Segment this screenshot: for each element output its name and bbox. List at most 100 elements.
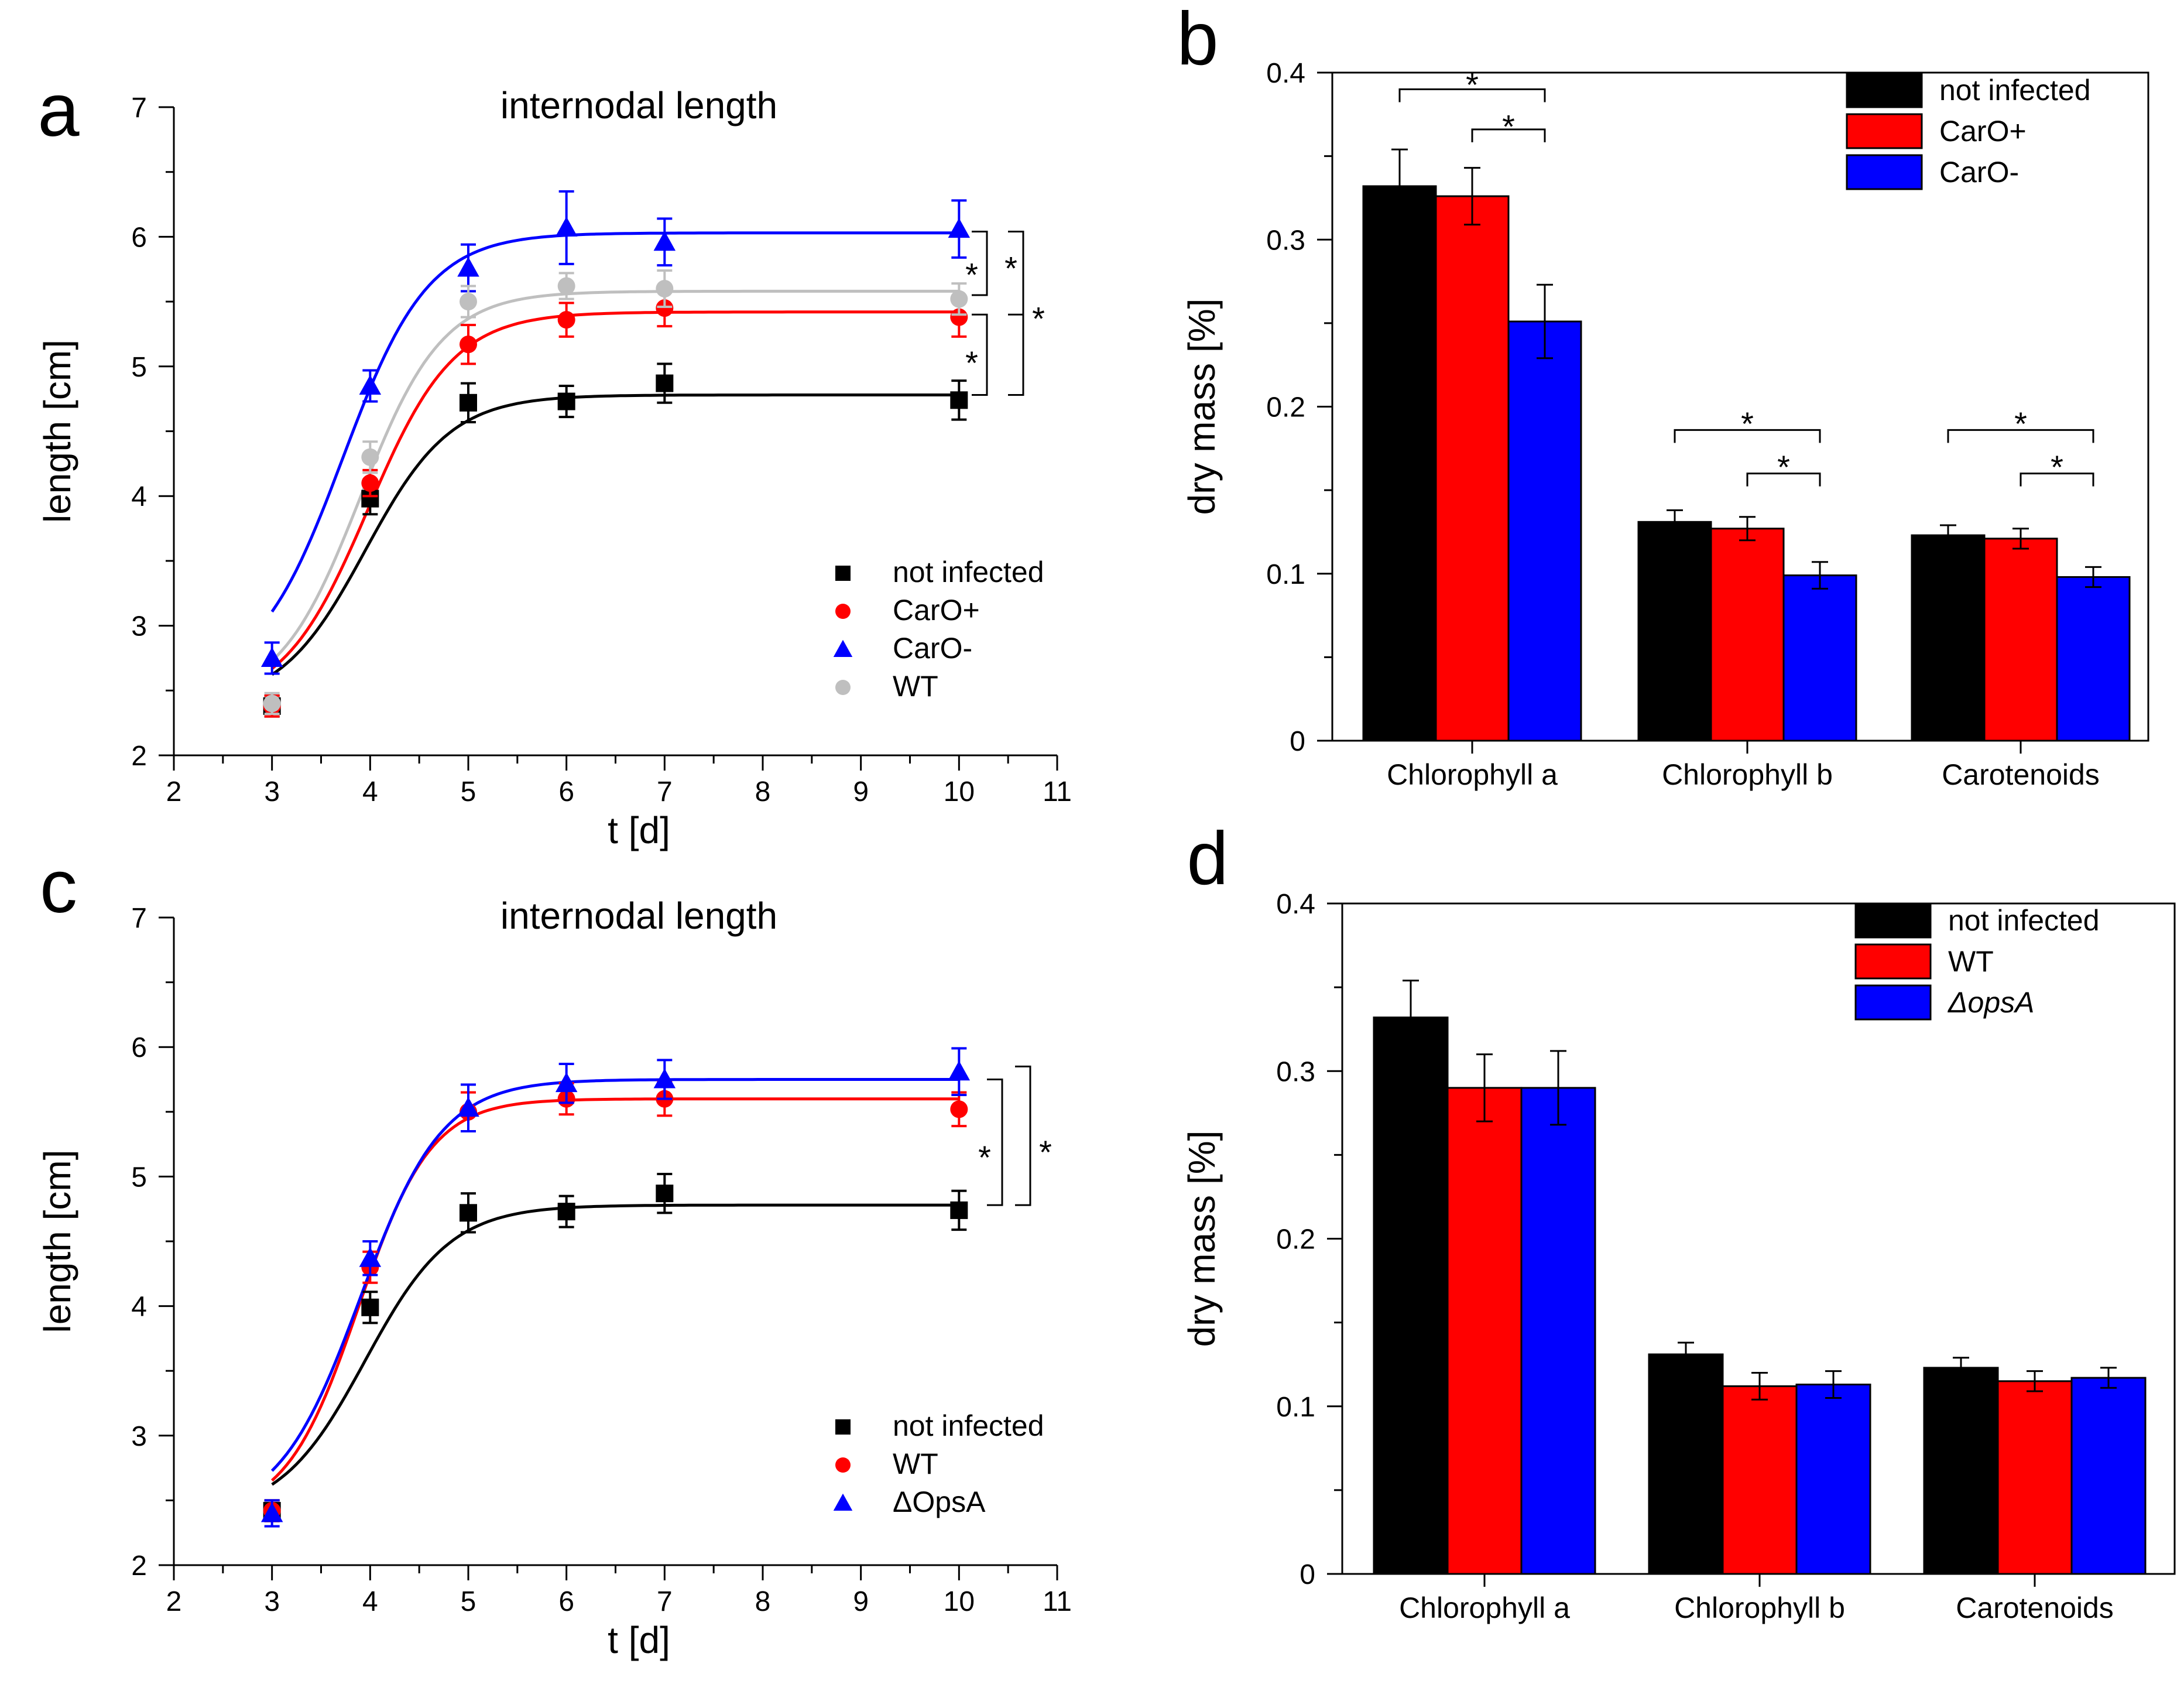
bar: [1710, 528, 1785, 742]
x-axis-label-c: t [d]: [608, 1619, 670, 1661]
significance-bracket: [987, 1079, 1003, 1206]
bar: [1446, 1087, 1523, 1575]
x-tick-label: 3: [264, 1586, 280, 1617]
legend-label: not infected: [1948, 904, 2100, 937]
bar: [1983, 538, 2058, 742]
x-tick-label: 7: [657, 776, 673, 807]
y-tick-label: 4: [131, 1292, 147, 1323]
x-tick-label: 7: [657, 1586, 673, 1617]
legend-label: not infected: [893, 1409, 1044, 1442]
bar: [1637, 521, 1712, 742]
x-tick-label: 11: [1043, 776, 1072, 807]
category-label: Carotenoids: [1956, 1591, 2114, 1624]
category-label: Carotenoids: [1942, 758, 2100, 791]
x-tick-label: 9: [853, 1586, 869, 1617]
legend-swatch: [1854, 902, 1932, 939]
x-tick-label: 2: [166, 1586, 182, 1617]
data-point: [260, 647, 283, 667]
significance-bracket: [1398, 88, 1546, 102]
data-point: [557, 277, 575, 295]
legend-label: CarO+: [893, 594, 980, 627]
data-point: [950, 1201, 968, 1219]
x-tick-label: 6: [558, 1586, 574, 1617]
bar: [1722, 1385, 1798, 1575]
y-tick-label: 6: [131, 1032, 147, 1063]
legend-label: CarO+: [1939, 115, 2027, 148]
significance-star: *: [965, 256, 978, 293]
data-point: [656, 279, 674, 297]
x-tick-label: 2: [166, 776, 182, 807]
x-axis-label-a: t [d]: [608, 809, 670, 851]
y-tick-label: 0.4: [1276, 889, 1315, 920]
data-point: [457, 256, 479, 277]
bar: [1795, 1384, 1871, 1575]
fit-curve: [270, 289, 959, 662]
data-point: [263, 694, 281, 713]
legend-label: ΔOpsA: [893, 1486, 986, 1518]
data-point: [359, 375, 382, 395]
significance-bracket: [2020, 473, 2094, 487]
y-tick-label: 2: [131, 1550, 147, 1582]
legend-marker: [833, 1493, 853, 1511]
bar: [1435, 195, 1510, 742]
data-point: [653, 1068, 676, 1089]
data-point: [653, 231, 676, 251]
bar: [1507, 320, 1582, 742]
data-point: [460, 393, 477, 412]
data-point: [950, 290, 968, 308]
legend-label: WT: [1948, 945, 1994, 978]
y-tick-label: 0.3: [1276, 1056, 1315, 1087]
x-tick-label: 3: [264, 776, 280, 807]
y-tick-label: 0.3: [1266, 225, 1305, 256]
data-point: [359, 1247, 382, 1267]
data-point: [361, 448, 379, 466]
significance-bracket: [1008, 231, 1024, 396]
legend-marker: [835, 566, 851, 581]
significance-star: *: [1741, 405, 1754, 442]
legend-label: not infected: [893, 556, 1044, 588]
x-tick-label: 10: [944, 1586, 975, 1617]
panel-label-b: b: [1177, 0, 1218, 81]
data-point: [950, 308, 968, 326]
fit-curve: [270, 1078, 959, 1472]
bar: [1782, 574, 1857, 742]
data-point: [656, 374, 674, 392]
bar: [2056, 576, 2131, 742]
significance-star: *: [1032, 300, 1045, 337]
significance-bracket: [1015, 1065, 1031, 1206]
bar: [1520, 1087, 1596, 1575]
x-tick-label: 10: [944, 776, 975, 807]
chart-title-a: internodal length: [500, 84, 777, 126]
legend-label: ΔopsA: [1948, 986, 2035, 1019]
y-tick-label: 0.4: [1266, 58, 1305, 89]
legend-label: WT: [893, 670, 938, 703]
y-tick-label: 0.2: [1266, 392, 1305, 423]
category-label: Chlorophyll a: [1399, 1591, 1570, 1624]
category-label: Chlorophyll b: [1674, 1591, 1845, 1624]
category-label: Chlorophyll a: [1387, 758, 1558, 791]
data-point: [361, 1298, 379, 1316]
data-point: [557, 311, 575, 329]
panel-label-c: c: [40, 845, 77, 929]
x-tick-label: 11: [1043, 1586, 1072, 1617]
legend-label: WT: [893, 1447, 938, 1480]
legend-swatch: [1854, 943, 1932, 980]
x-tick-label: 5: [461, 776, 476, 807]
legend-label: CarO-: [893, 632, 972, 665]
significance-bracket: [972, 313, 988, 396]
legend-marker: [835, 680, 851, 695]
y-tick-label: 0: [1290, 726, 1305, 757]
data-point: [948, 218, 971, 238]
legend-swatch: [1846, 113, 1923, 149]
legend-marker: [835, 604, 851, 619]
data-point: [950, 1100, 968, 1118]
data-point: [555, 1072, 578, 1093]
significance-star: *: [2014, 405, 2027, 442]
y-tick-label: 3: [131, 1421, 147, 1452]
y-tick-label: 0.1: [1266, 559, 1305, 590]
significance-bracket: [1746, 473, 1821, 487]
significance-star: *: [1039, 1134, 1052, 1170]
y-tick-label: 0.2: [1276, 1224, 1315, 1255]
data-point: [460, 1204, 477, 1222]
